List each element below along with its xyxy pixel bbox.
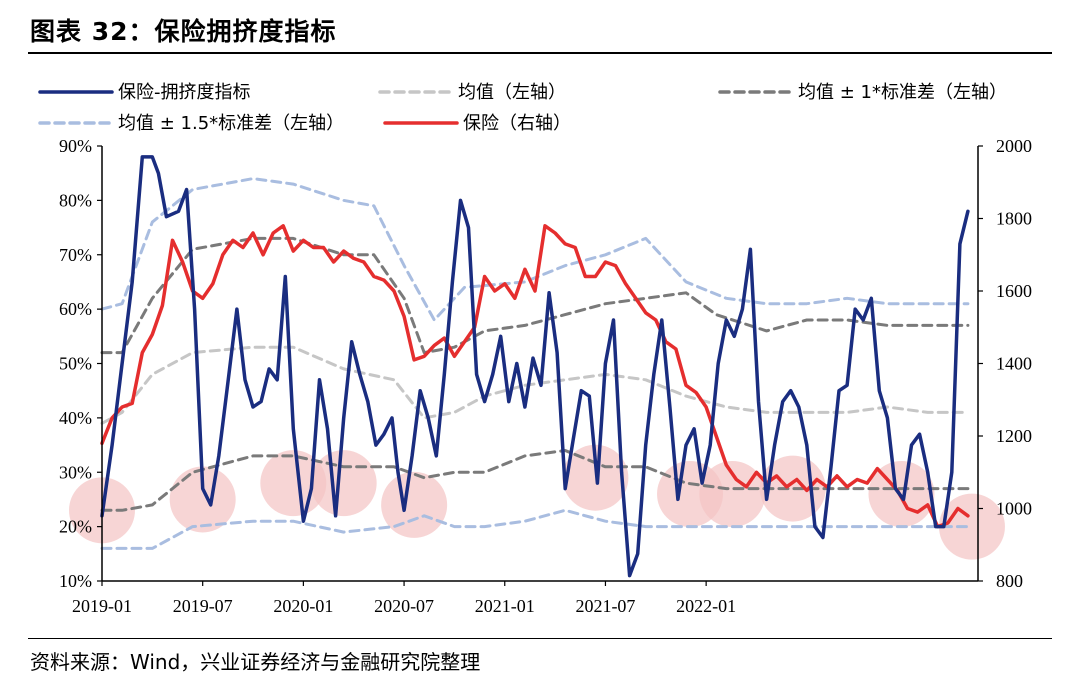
series-line — [100, 177, 970, 322]
x-tick-label: 2021-07 — [575, 596, 635, 616]
highlight-circle — [310, 450, 377, 517]
y-left-tick-label: 90% — [59, 136, 92, 156]
y-left-tick-label: 50% — [59, 354, 92, 374]
source-note: 资料来源：Wind，兴业证券经济与金融研究院整理 — [30, 650, 481, 674]
y-right-tick-label: 800 — [996, 571, 1023, 591]
series-line — [100, 224, 970, 529]
legend-label: 均值 ± 1.5*标准差（左轴） — [118, 113, 344, 134]
series-line — [100, 449, 970, 512]
highlight-circle — [699, 461, 766, 527]
series-line — [100, 155, 970, 578]
y-left-tick-label: 80% — [59, 190, 92, 210]
y-left-tick-label: 40% — [59, 408, 92, 428]
y-right-tick-label: 2000 — [996, 136, 1032, 156]
y-right-tick-label: 1800 — [996, 209, 1032, 229]
x-tick-label: 2020-07 — [374, 596, 434, 616]
chart-title: 图表 32：保险拥挤度指标 — [30, 17, 337, 46]
y-left-tick-label: 30% — [59, 462, 92, 482]
legend-label: 均值（左轴） — [458, 82, 566, 103]
title-rule — [28, 52, 1052, 54]
y-left-tick-label: 10% — [59, 571, 92, 591]
y-left-tick-label: 20% — [59, 517, 92, 537]
x-tick-label: 2019-07 — [173, 596, 233, 616]
y-right-tick-label: 1600 — [996, 281, 1032, 301]
line-chart: 10% 20% 30% 40% 50% 60% 70% 80% 90% 800 1000 1200 14… — [38, 82, 1032, 616]
x-tick-label: 2020-01 — [273, 596, 333, 616]
legend-label: 保险（右轴） — [463, 113, 571, 134]
y-left-tick-label: 70% — [59, 245, 92, 265]
highlight-circle — [169, 466, 236, 533]
series-line — [100, 236, 970, 355]
y-right-tick-label: 1400 — [996, 354, 1032, 374]
series-line — [100, 508, 970, 550]
x-tick-label: 2021-01 — [475, 596, 535, 616]
x-tick-label: 2022-01 — [676, 596, 736, 616]
x-tick-label: 2019-01 — [72, 596, 132, 616]
legend-label: 保险-拥挤度指标 — [118, 82, 251, 103]
y-left-tick-label: 60% — [59, 299, 92, 319]
legend-label: 均值 ± 1*标准差（左轴） — [798, 82, 1007, 103]
y-right-tick-label: 1000 — [996, 499, 1032, 519]
y-right-tick-label: 1200 — [996, 426, 1032, 446]
highlight-circle — [381, 471, 448, 538]
footer-rule — [28, 638, 1052, 639]
